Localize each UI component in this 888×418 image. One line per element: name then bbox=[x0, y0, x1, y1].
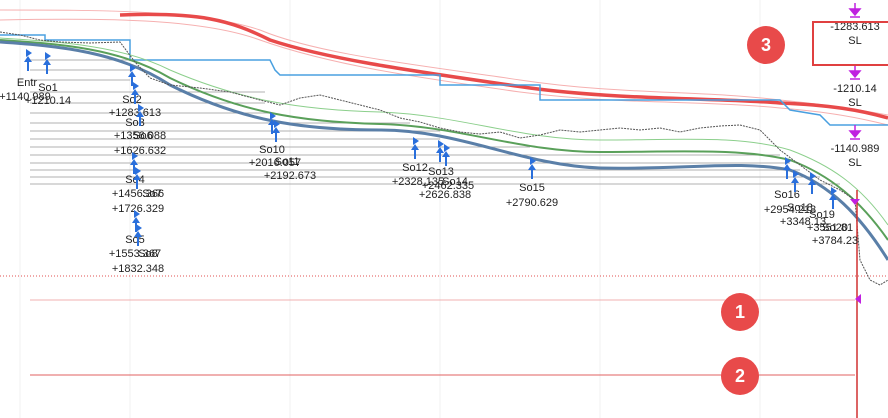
order-name: So16 bbox=[774, 189, 800, 201]
upper-band bbox=[0, 18, 888, 126]
order-arrow-head bbox=[442, 151, 450, 157]
order-arrow-head bbox=[436, 147, 444, 153]
order-value: +3551.81 bbox=[807, 222, 853, 234]
order-value: +1283.613 bbox=[109, 107, 161, 119]
order-value: +2192.673 bbox=[264, 170, 316, 182]
order-arrow-head bbox=[132, 217, 140, 223]
order-name: So10 bbox=[259, 144, 285, 156]
order-value: +1140.989 bbox=[0, 91, 51, 103]
order-name: So6 bbox=[133, 130, 153, 142]
order-name: So18 bbox=[787, 202, 813, 214]
order-marker bbox=[133, 82, 139, 90]
order-marker bbox=[530, 157, 536, 165]
highlight-box bbox=[812, 21, 888, 66]
order-marker bbox=[444, 144, 450, 152]
order-arrow-head bbox=[136, 111, 144, 117]
sl-value: -1283.613 bbox=[830, 21, 880, 33]
callout-badge bbox=[721, 293, 759, 331]
order-marker bbox=[270, 112, 276, 120]
order-arrow-head bbox=[134, 231, 142, 237]
order-value: +1456.366 bbox=[112, 188, 164, 200]
order-name: So13 bbox=[428, 166, 454, 178]
order-arrow-head bbox=[131, 89, 139, 95]
order-marker bbox=[413, 137, 419, 145]
callout-number: 2 bbox=[735, 366, 745, 386]
order-marker bbox=[810, 172, 816, 180]
order-arrow-head bbox=[24, 56, 32, 62]
order-arrow-head bbox=[829, 194, 837, 200]
order-marker bbox=[785, 157, 791, 165]
order-marker bbox=[274, 120, 280, 128]
trailing-line bbox=[0, 34, 888, 126]
sl-marker bbox=[850, 199, 860, 205]
order-arrow-head bbox=[43, 59, 51, 65]
order-value: +2462.335 bbox=[422, 180, 474, 192]
order-name: So20 bbox=[822, 222, 848, 234]
order-value: +2790.629 bbox=[506, 197, 558, 209]
order-marker bbox=[438, 140, 444, 148]
order-marker bbox=[130, 64, 136, 72]
order-value: +2016.057 bbox=[249, 157, 301, 169]
order-name: So19 bbox=[809, 209, 835, 221]
order-value: +2954.213 bbox=[764, 204, 816, 216]
order-marker bbox=[26, 49, 32, 57]
order-marker bbox=[135, 167, 141, 175]
sl-value: -1210.14 bbox=[833, 83, 876, 95]
order-name: So1 bbox=[38, 82, 58, 94]
order-value: +2328.135 bbox=[392, 176, 444, 188]
order-name: So12 bbox=[402, 162, 428, 174]
sl-label: SL bbox=[848, 35, 861, 47]
callout-badge bbox=[747, 26, 785, 64]
order-marker bbox=[793, 170, 799, 178]
order-value: +3348.13 bbox=[780, 216, 826, 228]
order-name: So15 bbox=[519, 182, 545, 194]
sl-value: -1140.989 bbox=[831, 143, 880, 155]
callout-number: 3 bbox=[761, 35, 771, 55]
upper-band bbox=[119, 12, 888, 120]
order-name: So11 bbox=[275, 156, 300, 168]
order-value: +2626.838 bbox=[419, 189, 471, 201]
order-name: So7 bbox=[142, 188, 162, 200]
order-marker bbox=[45, 52, 51, 60]
sl-label: SL bbox=[848, 97, 861, 109]
order-marker bbox=[134, 210, 140, 218]
order-marker bbox=[138, 104, 144, 112]
callout-badge bbox=[721, 357, 759, 395]
moving-average bbox=[0, 40, 888, 261]
order-arrow-head bbox=[133, 174, 141, 180]
order-value: +3784.23 bbox=[812, 235, 858, 247]
order-arrow-head bbox=[272, 127, 280, 133]
order-marker bbox=[136, 224, 142, 232]
green-band bbox=[0, 39, 888, 241]
callout-number: 1 bbox=[735, 302, 745, 322]
order-arrow-head bbox=[528, 164, 536, 170]
order-value: +1726.329 bbox=[112, 203, 164, 215]
order-value: +1832.348 bbox=[112, 263, 164, 275]
order-name: Entr bbox=[17, 77, 38, 89]
order-value: +1356.088 bbox=[114, 130, 166, 142]
order-value: +1626.632 bbox=[114, 145, 166, 157]
order-arrow-head bbox=[130, 159, 138, 165]
order-arrow-head bbox=[411, 144, 419, 150]
order-value: +1210.14 bbox=[25, 95, 71, 107]
order-marker bbox=[132, 152, 138, 160]
order-arrow-head bbox=[128, 71, 136, 77]
sl-label: SL bbox=[848, 157, 861, 169]
order-name: So2 bbox=[122, 94, 142, 106]
order-name: So8 bbox=[138, 248, 158, 260]
entry-marker bbox=[855, 294, 861, 304]
order-arrow-head bbox=[791, 177, 799, 183]
order-marker bbox=[831, 187, 837, 195]
green-band bbox=[0, 37, 888, 226]
order-name: So3 bbox=[125, 117, 145, 129]
order-name: So14 bbox=[442, 176, 468, 188]
order-arrow-head bbox=[783, 164, 791, 170]
price-candles bbox=[0, 31, 888, 286]
order-arrow-head bbox=[808, 179, 816, 185]
order-value: +1553.367 bbox=[109, 248, 161, 260]
